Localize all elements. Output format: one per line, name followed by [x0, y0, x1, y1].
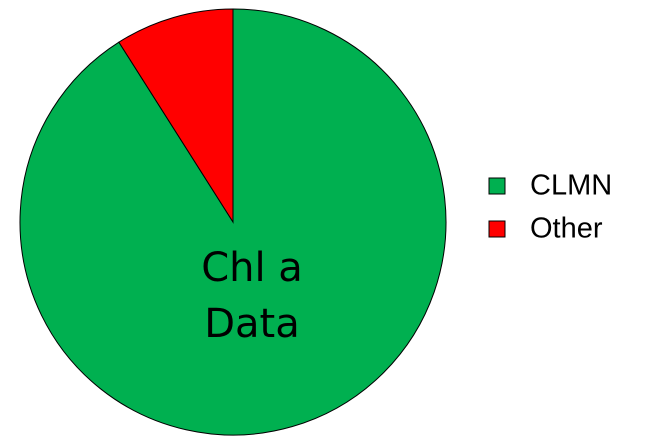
pie-slice: [118, 8, 234, 224]
annotation: Data: [204, 301, 300, 347]
legend-label: Other: [530, 213, 603, 245]
legend-swatch: [488, 177, 506, 195]
annotation: Chl a: [201, 245, 303, 291]
legend-label: CLMN: [530, 170, 612, 202]
legend-swatch: [488, 220, 506, 238]
pie-slice: [19, 8, 447, 436]
